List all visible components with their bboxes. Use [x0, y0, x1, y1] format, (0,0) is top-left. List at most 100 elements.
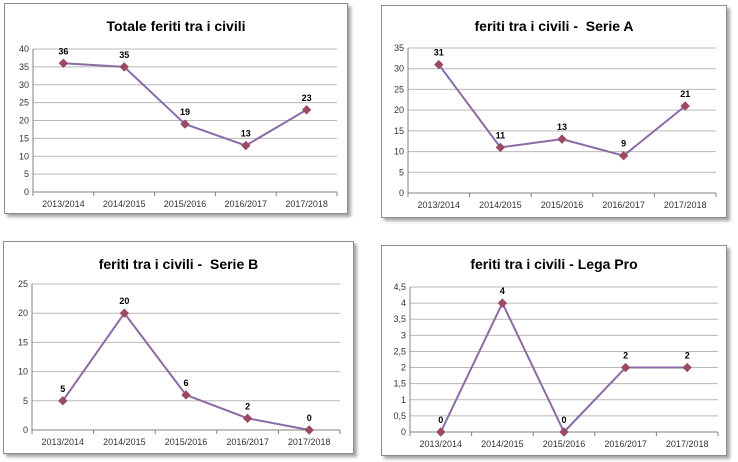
x-tick-label: 2017/2018	[664, 200, 707, 210]
data-point-marker	[119, 308, 130, 318]
y-tick-label: 30	[19, 80, 29, 90]
data-point-marker	[436, 427, 446, 437]
chart-title: feriti tra i civili - Serie A	[474, 18, 634, 34]
y-tick-label: 35	[394, 43, 404, 53]
y-tick-label: 1	[401, 395, 406, 405]
data-label: 9	[621, 139, 626, 149]
data-label: 19	[180, 107, 190, 117]
data-label: 6	[183, 378, 188, 388]
y-tick-label: 25	[18, 279, 28, 289]
data-point-marker	[495, 142, 506, 153]
y-tick-label: 15	[18, 337, 28, 347]
data-label: 5	[60, 384, 65, 394]
x-tick-label: 2016/2017	[602, 200, 645, 210]
data-label: 20	[119, 296, 129, 306]
data-point-marker	[58, 396, 68, 406]
data-point-marker	[682, 362, 692, 373]
series-line	[63, 62, 308, 147]
x-tick-label: 2017/2018	[666, 439, 709, 449]
data-label: 35	[119, 50, 129, 60]
chart-panel-lega-pro: feriti tra i civili - Lega Pro 0 0,5 1 1,5 2…	[381, 245, 727, 456]
data-label: 2	[623, 351, 628, 361]
data-point-marker	[58, 58, 69, 69]
data-label: 31	[434, 48, 444, 58]
x-tick-label: 2014/2015	[103, 199, 146, 209]
data-point-marker	[241, 140, 251, 151]
y-tick-label: 35	[19, 62, 29, 72]
chart-title: feriti tra i civili - Serie B	[98, 256, 259, 272]
y-tick-label: 25	[19, 98, 29, 108]
data-label: 36	[58, 46, 68, 56]
x-tick-label: 2017/2018	[285, 199, 328, 209]
y-tick-label: 40	[19, 44, 29, 54]
data-label: 2	[245, 401, 250, 411]
x-tick-label: 2015/2016	[541, 200, 584, 210]
data-point-marker	[434, 59, 444, 70]
x-tick-label: 2015/2016	[165, 437, 208, 447]
data-point-marker	[119, 62, 129, 72]
chart-title: feriti tra i civili - Lega Pro	[470, 256, 638, 272]
x-tick-label: 2013/2014	[42, 437, 85, 447]
data-point-marker	[497, 298, 508, 308]
data-label: 23	[302, 93, 312, 103]
data-point-marker	[680, 101, 690, 111]
x-tick-label: 2016/2017	[604, 439, 647, 449]
y-tick-label: 0	[24, 187, 29, 197]
x-tick-label: 2014/2015	[103, 437, 146, 447]
y-tick-label: 10	[18, 367, 28, 377]
x-tick-label: 2016/2017	[226, 437, 269, 447]
x-tick-label: 2013/2014	[42, 199, 85, 209]
data-label: 0	[307, 413, 312, 423]
data-label: 4	[500, 286, 505, 296]
y-tick-label: 20	[394, 105, 404, 115]
y-tick-label: 15	[394, 126, 404, 136]
y-tick-label: 1,5	[393, 379, 406, 389]
x-tick-label: 2015/2016	[543, 439, 586, 449]
data-point-marker	[181, 390, 191, 400]
data-point-marker	[180, 119, 190, 129]
data-label: 2	[685, 351, 690, 361]
chart-panel-serie-b: feriti tra i civili - Serie B 0 5 10 15 20 25…	[3, 241, 354, 454]
data-label: 21	[680, 89, 690, 99]
y-tick-label: 25	[394, 84, 404, 94]
x-tick-label: 2013/2014	[420, 439, 463, 449]
data-label: 0	[561, 415, 566, 425]
y-tick-label: 20	[18, 308, 28, 318]
y-tick-label: 4	[401, 298, 406, 308]
x-tick-label: 2016/2017	[225, 199, 268, 209]
y-tick-label: 3,5	[393, 314, 406, 324]
y-tick-label: 20	[19, 116, 29, 126]
chart-panel-serie-a: feriti tra i civili - Serie A 0 5 10 15 20 25…	[381, 5, 727, 218]
line-chart-serie-a: 0 5 10 15 20 25 30 35 2013/2014 2014/2015 2015/201…	[394, 43, 717, 210]
data-point-marker	[242, 413, 253, 424]
y-tick-label: 10	[19, 151, 29, 161]
chart-title: Totale feriti tra i civili	[106, 18, 246, 34]
x-tick-label: 2017/2018	[288, 437, 331, 447]
data-point-marker	[559, 427, 569, 437]
data-label: 0	[438, 415, 443, 425]
data-label: 13	[557, 122, 567, 132]
data-label: 11	[496, 130, 506, 140]
data-label: 13	[241, 129, 251, 139]
data-point-marker	[620, 362, 631, 373]
y-tick-label: 4,5	[393, 282, 406, 292]
x-tick-label: 2014/2015	[481, 439, 524, 449]
y-tick-label: 10	[394, 147, 404, 157]
y-tick-label: 0	[401, 427, 406, 437]
y-tick-label: 5	[23, 396, 28, 406]
y-tick-label: 3	[401, 330, 406, 340]
data-point-marker	[557, 134, 567, 144]
y-tick-label: 0	[23, 425, 28, 435]
y-tick-label: 2	[401, 363, 406, 373]
line-chart-totale: 0 5 10 15 20 25 30 35 40 2013/2014 2014/2015 2015/2…	[19, 44, 338, 209]
y-tick-label: 5	[399, 167, 404, 177]
y-tick-label: 5	[24, 169, 29, 179]
x-tick-label: 2014/2015	[479, 200, 522, 210]
y-tick-label: 0,5	[393, 411, 406, 421]
data-point-marker	[301, 105, 312, 115]
data-point-marker	[304, 425, 314, 435]
x-tick-label: 2015/2016	[164, 199, 207, 209]
y-tick-label: 0	[399, 188, 404, 198]
